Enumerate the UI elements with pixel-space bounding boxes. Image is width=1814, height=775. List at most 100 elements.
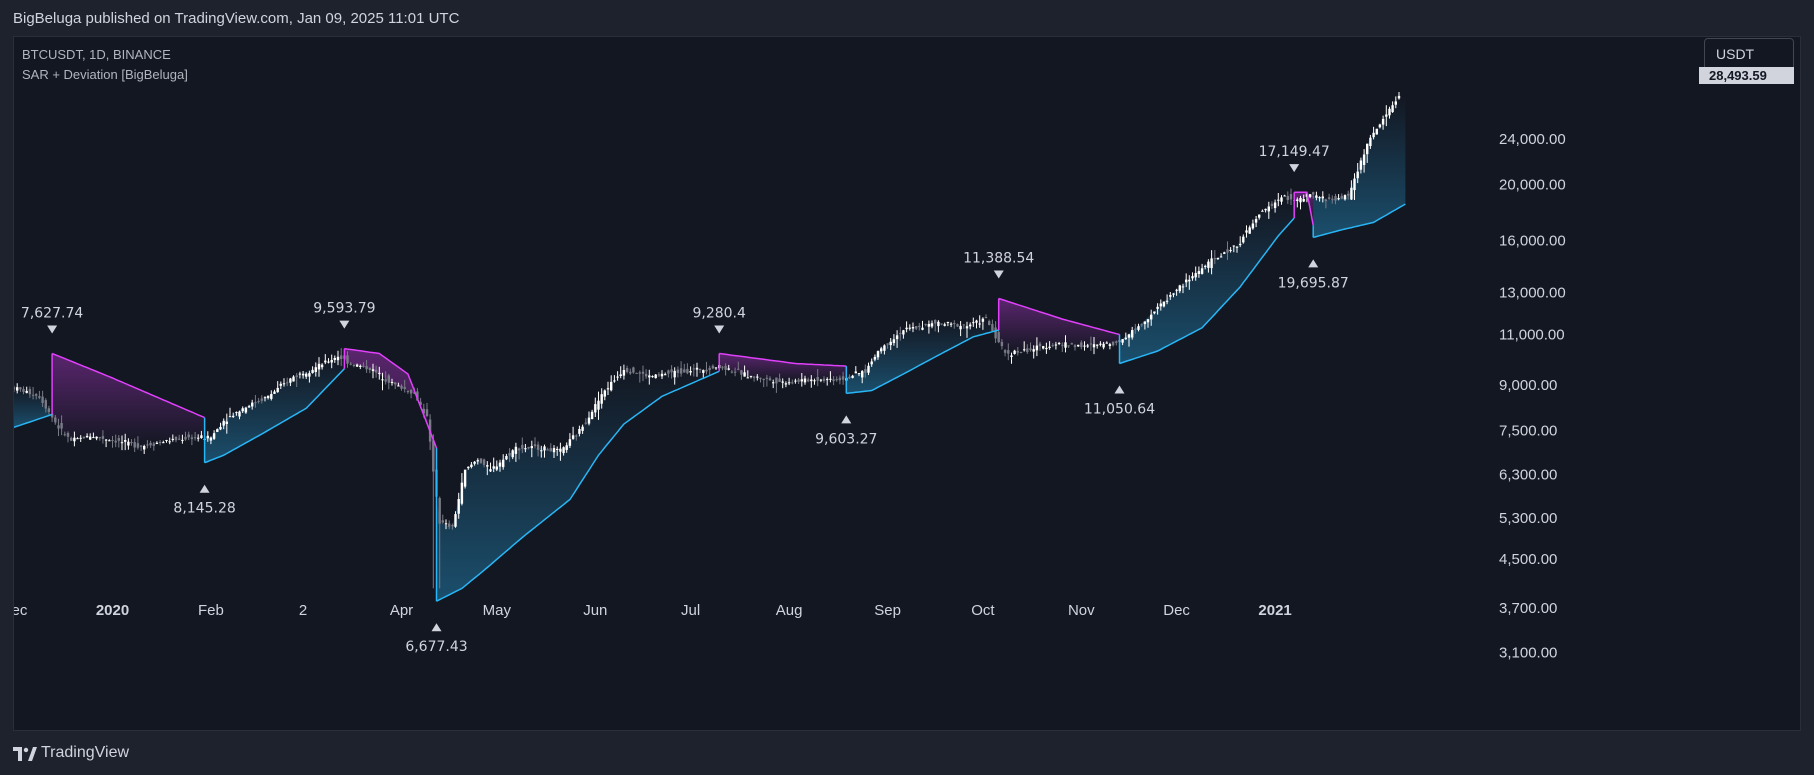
candle-body (876, 351, 880, 358)
price-axis-label: 4,500.00 (1499, 551, 1557, 568)
candle-body (851, 375, 854, 378)
candle-body (371, 369, 375, 372)
candle-body (1010, 355, 1013, 357)
candle-body (911, 327, 915, 329)
candle-body (797, 379, 800, 382)
time-axis-label: Jul (681, 602, 700, 619)
candle-body (1143, 321, 1147, 325)
candle-body (263, 397, 267, 399)
candle-body (1086, 345, 1089, 347)
signal-down-icon (1289, 164, 1300, 173)
candle-body (1029, 348, 1032, 351)
candle-body (467, 466, 470, 469)
candle-body (1270, 203, 1274, 206)
signal-label: 11,388.54 (963, 251, 1034, 267)
candle-body (1369, 137, 1372, 146)
candle-body (981, 318, 985, 322)
candle-body (533, 444, 537, 447)
price-axis-label: 11,000.00 (1499, 327, 1565, 344)
candle-body (397, 385, 400, 387)
candle-body (340, 355, 343, 359)
candle-body (927, 324, 931, 327)
candle-body (368, 367, 371, 370)
candle-body (1057, 343, 1061, 344)
signal-label: 9,603.27 (815, 431, 877, 447)
candle-body (133, 442, 136, 448)
tradingview-logo-icon[interactable] (13, 747, 37, 761)
candle-body (295, 375, 298, 377)
candle-body (473, 461, 476, 464)
candle-body (38, 396, 41, 398)
candle-body (543, 446, 546, 451)
candle-body (349, 363, 352, 365)
candle-body (365, 366, 368, 370)
candle-body (984, 317, 988, 318)
candle-body (622, 370, 626, 376)
candle-body (330, 360, 333, 363)
candle-body (25, 390, 28, 393)
candle-body (139, 445, 143, 447)
candle-body (880, 348, 883, 352)
signal-up-icon (199, 484, 210, 493)
currency-button[interactable]: USDT (1704, 38, 1794, 71)
candle-body (540, 450, 543, 452)
chart-pane[interactable]: 7,627.74 8,145.28 9,593.79 6,677.43 9,280.4 9… (13, 36, 1801, 731)
candle-body (247, 406, 251, 408)
candle-body (644, 373, 648, 377)
candle-body (171, 438, 174, 440)
candle-body (514, 446, 518, 454)
signal-down-icon (339, 320, 350, 329)
sar-fill-bull (436, 366, 720, 602)
time-axis-label: Jun (583, 602, 607, 619)
candle-body (670, 369, 673, 373)
candle-body (266, 395, 270, 398)
time-axis-label: 2021 (1258, 602, 1291, 619)
candle-body (943, 324, 946, 326)
candle-body (616, 376, 619, 378)
indicator-name[interactable]: SAR + Deviation [BigBeluga] (22, 67, 188, 82)
signal-up-icon (841, 415, 852, 424)
candle-body (1153, 311, 1156, 314)
candle-body (324, 360, 327, 363)
candle-body (714, 367, 718, 369)
candle-body (1216, 257, 1220, 260)
candle-body (495, 466, 498, 470)
signal-label: 19,695.87 (1278, 275, 1349, 291)
candle-body (209, 437, 213, 441)
candle-body (1283, 195, 1286, 197)
candle-body (400, 385, 403, 389)
candle-body (1016, 351, 1019, 353)
candle-body (387, 375, 390, 383)
candle-body (1226, 249, 1229, 253)
candle-body (787, 382, 791, 384)
candle-body (915, 326, 918, 329)
candle-body (667, 370, 670, 374)
candle-body (244, 407, 248, 413)
chart-legend[interactable]: BTCUSDT, 1D, BINANCE SAR + Deviation [Bi… (22, 45, 188, 85)
candle-body (1223, 252, 1226, 254)
candle-body (409, 390, 413, 394)
candle-body (70, 437, 73, 441)
candle-body (124, 440, 127, 442)
candle-body (143, 446, 146, 450)
candle-body (200, 435, 203, 438)
candle-body (638, 372, 641, 374)
candle-body (1080, 342, 1083, 348)
candle-body (1048, 346, 1051, 348)
price-chart[interactable]: 7,627.74 8,145.28 9,593.79 6,677.43 9,280.4 9… (14, 37, 1802, 732)
time-axis-label: Feb (198, 602, 224, 619)
candle-body (632, 367, 635, 373)
symbol-info[interactable]: BTCUSDT, 1D, BINANCE (22, 47, 171, 62)
candle-body (282, 383, 286, 385)
candle-body (1350, 187, 1353, 200)
candle-body (575, 435, 578, 437)
candle-body (686, 368, 689, 374)
sar-fill-bear (998, 298, 1120, 354)
tradingview-brand[interactable]: TradingView (41, 744, 130, 761)
candle-body (794, 380, 797, 382)
candle-body (50, 413, 54, 418)
candle-body (178, 438, 181, 440)
candle-body (1035, 345, 1039, 351)
candle-body (451, 525, 454, 527)
candle-body (1318, 197, 1321, 199)
